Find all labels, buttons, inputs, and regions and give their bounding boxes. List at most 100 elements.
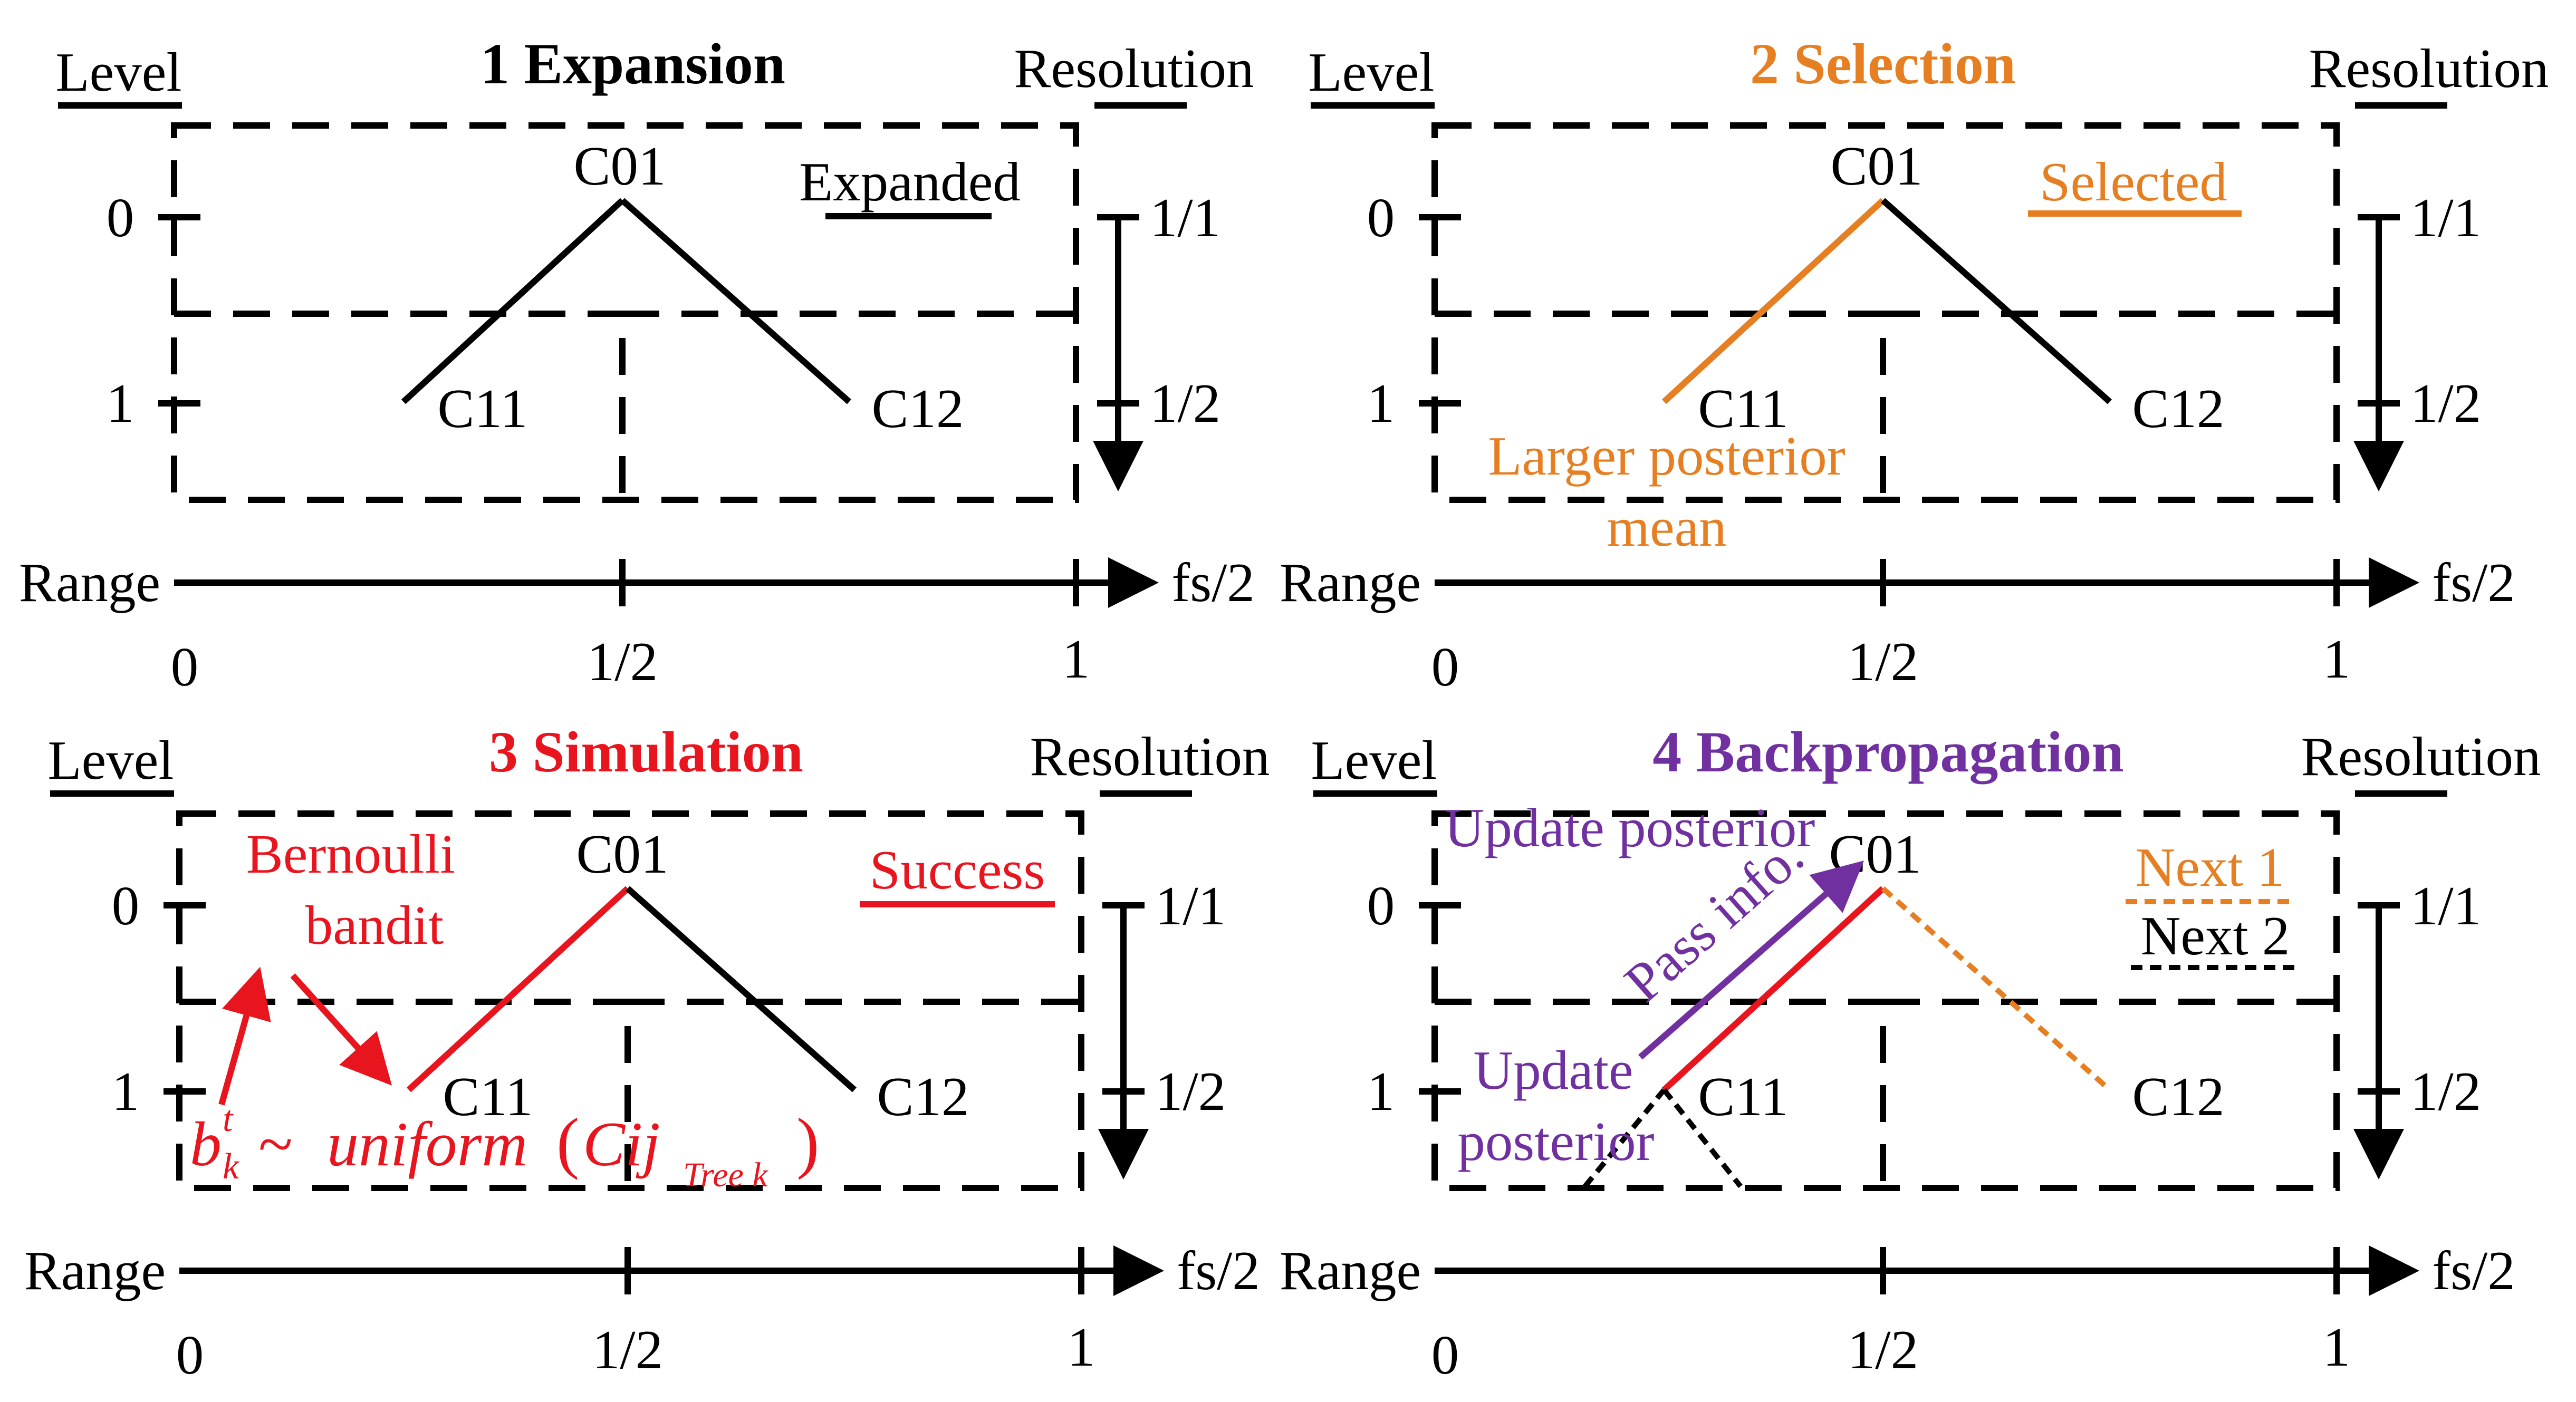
formula-close: ) xyxy=(796,1105,819,1181)
resolution-value: 1/2 xyxy=(2410,1060,2481,1122)
edge-c01-c11-simulated xyxy=(406,886,630,1092)
panel-expansion: 1 Expansion Level Resolution 0 1 C01 C11… xyxy=(19,32,1255,698)
level-value: 1 xyxy=(107,372,134,434)
resolution-value: 1/1 xyxy=(1150,187,1220,248)
range-tick-label: 1/2 xyxy=(1848,1319,1918,1380)
pass-info-arrow xyxy=(1638,860,1864,1060)
formula-argsub: Tree k xyxy=(683,1156,768,1194)
resolution-label: Resolution xyxy=(1030,726,1270,787)
node-c12: C12 xyxy=(871,378,964,439)
resolution-label: Resolution xyxy=(2309,37,2549,99)
resolution-value: 1/2 xyxy=(1150,372,1220,434)
edge-c11-child-right xyxy=(1662,1088,1743,1188)
formula-fn: uniform xyxy=(327,1109,527,1179)
selection-note: mean xyxy=(1607,496,1726,558)
resolution-label: Resolution xyxy=(2301,726,2541,787)
node-c11: C11 xyxy=(437,378,527,439)
range-tick-label: 0 xyxy=(1431,1324,1459,1386)
level-value: 0 xyxy=(107,187,134,248)
formula-b: b xyxy=(190,1109,222,1179)
level-value: 0 xyxy=(1367,187,1395,248)
level-label: Level xyxy=(1311,729,1437,791)
panel-backpropagation: 4 Backpropagation Level Resolution 0 1 C… xyxy=(1280,720,2541,1386)
edge-c01-c11-updated xyxy=(1661,886,1886,1092)
level-1-left-box xyxy=(174,311,626,500)
resolution-value: 1/1 xyxy=(2410,187,2481,248)
node-c11: C11 xyxy=(1698,1066,1788,1127)
resolution-value: 1/2 xyxy=(1155,1060,1226,1122)
node-c12: C12 xyxy=(877,1066,969,1127)
bandit-label: Bernoulli xyxy=(246,823,456,885)
panel-title: 2 Selection xyxy=(1750,32,2016,96)
range-tick-label: 1/2 xyxy=(592,1319,663,1380)
range-label: Range xyxy=(24,1240,166,1301)
resolution-value: 1/1 xyxy=(2410,875,2481,936)
panel-title: 4 Backpropagation xyxy=(1652,720,2123,784)
resolution-label: Resolution xyxy=(1014,37,1254,99)
range-tick-label: 0 xyxy=(176,1324,204,1386)
range-tick-label: 1 xyxy=(2323,1316,2351,1378)
formula-sup: t xyxy=(223,1099,234,1139)
range-tick-label: 1/2 xyxy=(587,631,658,692)
range-end-label: fs/2 xyxy=(1177,1240,1260,1301)
update-posterior-top: Update posterior xyxy=(1445,797,1815,858)
legend-next-1: Next 1 xyxy=(2136,836,2285,898)
bandit-label: bandit xyxy=(305,894,444,956)
legend-text: Success xyxy=(870,839,1045,901)
level-value: 1 xyxy=(112,1060,140,1122)
range-tick-label: 1/2 xyxy=(1848,631,1918,692)
edge-c11-child-left xyxy=(1583,1088,1666,1188)
node-c12: C12 xyxy=(2132,378,2224,439)
sampling-formula: b t k ~ uniform ( Cij Tree k ) xyxy=(190,1099,819,1194)
legend-next-2: Next 2 xyxy=(2141,905,2290,966)
legend-text: Selected xyxy=(2040,151,2227,212)
update-posterior-left: posterior xyxy=(1457,1110,1654,1172)
formula-arg: Cij xyxy=(583,1109,660,1179)
level-value: 0 xyxy=(112,875,140,936)
formula-sim: ~ xyxy=(258,1109,293,1179)
node-c01: C01 xyxy=(573,135,666,197)
arrow-down-red xyxy=(290,973,392,1086)
level-label: Level xyxy=(55,41,181,103)
edge-c01-c12 xyxy=(620,198,851,404)
range-end-label: fs/2 xyxy=(2432,1240,2515,1301)
level-label: Level xyxy=(1308,41,1434,103)
edge-c01-c12 xyxy=(1881,198,2112,404)
node-c11: C11 xyxy=(443,1066,533,1127)
selection-note: Larger posterior xyxy=(1488,425,1845,487)
range-tick-label: 0 xyxy=(171,636,199,698)
resolution-value: 1/2 xyxy=(2410,372,2481,434)
node-c12: C12 xyxy=(2132,1066,2224,1127)
formula-sub: k xyxy=(223,1146,240,1187)
range-tick-label: 0 xyxy=(1431,636,1459,698)
level-value: 0 xyxy=(1367,875,1395,936)
range-tick-label: 1 xyxy=(2323,628,2351,690)
arrow-up-red xyxy=(218,966,271,1106)
panel-simulation: 3 Simulation Level Resolution 0 1 C01 C1… xyxy=(24,720,1270,1386)
panel-title: 1 Expansion xyxy=(480,32,785,96)
panel-selection: 2 Selection Level Resolution 0 1 C01 C11… xyxy=(1280,32,2549,698)
range-end-label: fs/2 xyxy=(1171,552,1255,613)
edge-c01-c12-next xyxy=(1881,886,2112,1092)
update-posterior-left: Update xyxy=(1473,1039,1633,1101)
node-c11: C11 xyxy=(1698,378,1788,439)
range-label: Range xyxy=(1280,552,1421,613)
level-value: 1 xyxy=(1367,372,1395,434)
edge-c01-c11-selected xyxy=(1661,198,1886,404)
range-end-label: fs/2 xyxy=(2432,552,2515,613)
resolution-value: 1/1 xyxy=(1155,875,1226,936)
range-tick-label: 1 xyxy=(1068,1316,1095,1378)
formula-open: ( xyxy=(556,1105,579,1181)
edge-c01-c12 xyxy=(626,886,857,1092)
range-label: Range xyxy=(19,552,160,613)
panel-title: 3 Simulation xyxy=(489,720,803,784)
range-label: Range xyxy=(1280,1240,1421,1301)
node-c01: C01 xyxy=(576,823,668,885)
level-label: Level xyxy=(47,729,174,791)
edge-c01-c11 xyxy=(401,198,625,404)
level-value: 1 xyxy=(1367,1060,1395,1122)
range-tick-label: 1 xyxy=(1062,628,1090,690)
node-c01: C01 xyxy=(1830,135,1923,197)
legend-text: Expanded xyxy=(799,151,1021,212)
